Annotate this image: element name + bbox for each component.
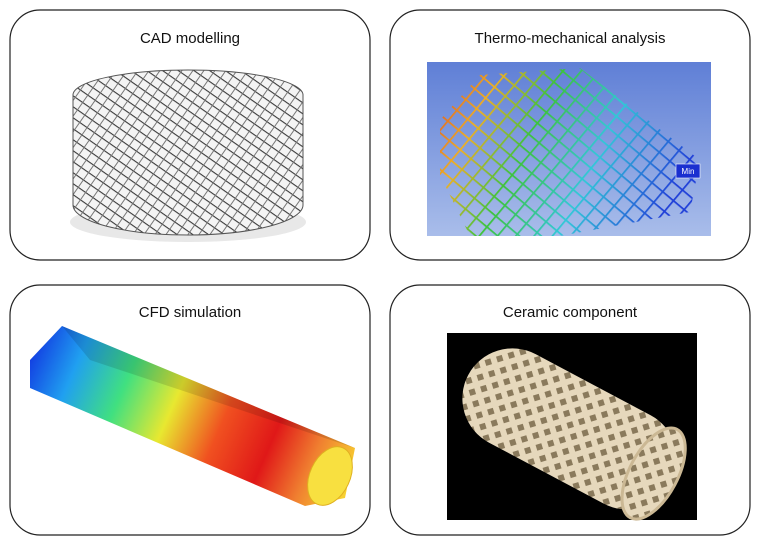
panel-title: CAD modelling bbox=[140, 30, 240, 47]
cfd-image bbox=[30, 326, 355, 506]
annotation: Min bbox=[682, 167, 695, 176]
panel-title: Thermo-mechanical analysis bbox=[475, 30, 666, 47]
panel-title: CFD simulation bbox=[139, 304, 242, 321]
cad-image bbox=[70, 69, 306, 242]
ceramic-image bbox=[447, 333, 697, 521]
thermo-image: Min bbox=[427, 62, 711, 236]
panel-title: Ceramic component bbox=[503, 304, 638, 321]
